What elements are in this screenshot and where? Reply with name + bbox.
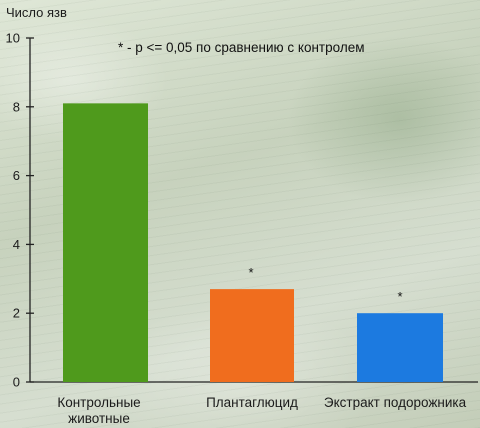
significance-star: * [248,265,253,280]
y-tick-label: 0 [13,375,20,390]
x-tick-label: животные [68,411,130,426]
x-tick-label: Плантаглюцид [206,395,298,410]
y-axis-label: Число язв [6,5,67,20]
bar [357,313,443,382]
y-tick-label: 4 [13,237,20,252]
y-tick-label: 2 [13,306,20,321]
y-axis-ticks: 0 2 4 6 8 10 [6,31,34,390]
x-tick-label: Контрольные [57,395,140,410]
bars [63,103,443,383]
significance-note: * - p <= 0,05 по сравнению с контролем [118,40,365,55]
x-tick-label: Экстракт подорожника [324,395,467,410]
y-tick-label: 8 [13,99,20,114]
significance-star: * [397,289,402,304]
y-tick-label: 10 [6,31,20,46]
bar [210,289,294,382]
significance-markers: ** [248,265,402,304]
bar [63,103,148,383]
y-tick-label: 6 [13,168,20,183]
